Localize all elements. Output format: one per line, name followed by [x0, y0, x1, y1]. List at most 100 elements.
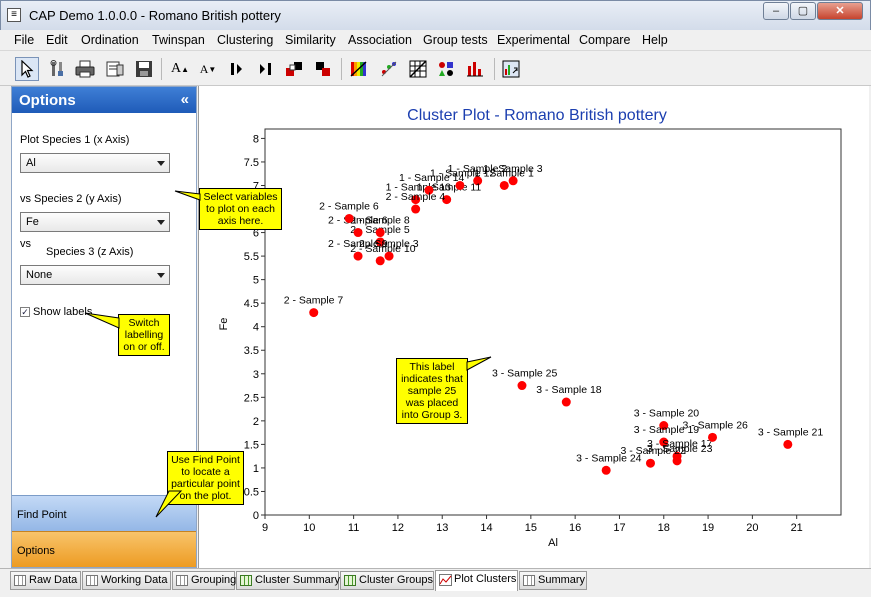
- x-tick-label: 16: [569, 522, 581, 534]
- menu-help[interactable]: Help: [642, 33, 668, 47]
- data-point[interactable]: [353, 228, 363, 238]
- x-tick-label: 21: [791, 522, 803, 534]
- data-point[interactable]: [708, 432, 718, 442]
- point-label: 2 - Sample 6: [319, 200, 379, 212]
- point-label: 1 - Sample 2: [448, 163, 508, 175]
- y-tick-label: 3.5: [244, 345, 259, 357]
- rainbow-icon[interactable]: [347, 57, 371, 81]
- close-button[interactable]: ✕: [817, 2, 863, 20]
- data-point[interactable]: [442, 195, 452, 205]
- data-point[interactable]: [659, 437, 669, 447]
- font-larger-label: A: [170, 61, 182, 76]
- data-point[interactable]: [344, 213, 354, 223]
- group-label-callout: This label indicates that sample 25 was …: [396, 358, 468, 424]
- tab-label: Working Data: [101, 574, 168, 586]
- y-tick-label: 2: [253, 416, 259, 428]
- callout-pointer: [174, 190, 201, 201]
- data-point[interactable]: [309, 308, 319, 318]
- move-right-icon[interactable]: [253, 57, 277, 81]
- color-set-icon[interactable]: [311, 57, 335, 81]
- show-labels-label: Show labels: [33, 306, 93, 318]
- menu-association[interactable]: Association: [348, 33, 412, 47]
- y-axis-label: Fe: [218, 318, 230, 331]
- menu-twinspan[interactable]: Twinspan: [152, 33, 205, 47]
- maximize-button[interactable]: ▢: [790, 2, 816, 20]
- data-point[interactable]: [659, 421, 669, 431]
- collapse-icon[interactable]: «: [180, 91, 189, 108]
- minimize-button[interactable]: –: [763, 2, 789, 20]
- tools-icon[interactable]: [45, 57, 69, 81]
- menu-file[interactable]: File: [14, 33, 35, 47]
- y-tick-label: 5.5: [244, 251, 259, 263]
- tab-label: Grouping: [191, 574, 237, 586]
- font-smaller-icon[interactable]: A ▼: [199, 61, 217, 76]
- find-point-button[interactable]: Find Point: [12, 495, 196, 531]
- data-point[interactable]: [645, 458, 655, 468]
- vs-label: vs: [20, 238, 31, 250]
- menu-similarity[interactable]: Similarity: [285, 33, 336, 47]
- tab-cluster-groups[interactable]: Cluster Groups: [340, 571, 434, 590]
- point-label: 3 - Sample 17: [647, 438, 713, 450]
- color-palette-icon[interactable]: [282, 57, 306, 81]
- data-point[interactable]: [783, 439, 793, 449]
- x-tick-label: 20: [746, 522, 758, 534]
- data-point[interactable]: [375, 237, 385, 247]
- grid-icon: [523, 575, 535, 586]
- point-label: 3 - Sample 24: [576, 452, 642, 464]
- x-tick-label: 14: [480, 522, 492, 534]
- menu-compare[interactable]: Compare: [579, 33, 631, 47]
- menu-ordination[interactable]: Ordination: [81, 33, 139, 47]
- move-left-icon[interactable]: [225, 57, 249, 81]
- data-point[interactable]: [561, 397, 571, 407]
- data-point[interactable]: [473, 176, 483, 186]
- print-preview-icon[interactable]: [103, 57, 127, 81]
- show-labels-checkbox[interactable]: ✓: [20, 307, 30, 317]
- symbols-icon[interactable]: [434, 57, 458, 81]
- find-point-callout: Use Find Point to locate a particular po…: [167, 451, 244, 505]
- plot-frame: [264, 128, 842, 516]
- menu-group-tests[interactable]: Group tests: [423, 33, 488, 47]
- print-icon[interactable]: [73, 57, 97, 81]
- green-grid-icon: [344, 575, 356, 586]
- data-point[interactable]: [601, 465, 611, 475]
- species3-select[interactable]: None: [20, 265, 170, 285]
- menu-clustering[interactable]: Clustering: [217, 33, 274, 47]
- point-label: 3 - Sample 18: [536, 384, 602, 396]
- save-icon[interactable]: [132, 57, 156, 81]
- species1-select[interactable]: Al: [20, 153, 170, 173]
- data-point[interactable]: [424, 185, 434, 195]
- data-point[interactable]: [411, 204, 421, 214]
- scatter-icon[interactable]: [377, 57, 401, 81]
- tab-label: Raw Data: [29, 574, 78, 586]
- x-axis-label: Al: [548, 537, 558, 549]
- y-tick-label: 4.5: [244, 298, 259, 310]
- tab-grouping[interactable]: Grouping: [172, 571, 237, 590]
- data-point[interactable]: [384, 251, 394, 261]
- data-point[interactable]: [375, 256, 385, 266]
- data-point[interactable]: [353, 251, 363, 261]
- point-label: 1 - Sample 14: [399, 172, 465, 184]
- tab-working-data[interactable]: Working Data: [82, 571, 171, 590]
- data-point[interactable]: [411, 195, 421, 205]
- x-tick-label: 11: [348, 522, 359, 534]
- tab-cluster-summary[interactable]: Cluster Summary: [236, 571, 340, 590]
- tab-raw-data[interactable]: Raw Data: [10, 571, 81, 590]
- x-tick-label: 19: [702, 522, 714, 534]
- data-point[interactable]: [508, 176, 518, 186]
- species2-select[interactable]: Fe: [20, 212, 170, 232]
- tab-plot-clusters[interactable]: Plot Clusters: [435, 570, 518, 591]
- data-point[interactable]: [455, 180, 465, 190]
- bar-chart-icon[interactable]: [463, 57, 487, 81]
- data-point[interactable]: [375, 228, 385, 238]
- tab-summary[interactable]: Summary: [519, 571, 587, 590]
- font-larger-icon[interactable]: A ▲: [170, 61, 190, 76]
- menu-edit[interactable]: Edit: [46, 33, 68, 47]
- grid-icon[interactable]: [406, 57, 430, 81]
- menu-experimental[interactable]: Experimental: [497, 33, 570, 47]
- options-button[interactable]: Options: [12, 531, 196, 567]
- data-point[interactable]: [517, 381, 527, 391]
- data-point[interactable]: [499, 180, 509, 190]
- export-chart-icon[interactable]: [499, 57, 523, 81]
- data-point[interactable]: [672, 456, 682, 466]
- pointer-icon[interactable]: [15, 57, 39, 81]
